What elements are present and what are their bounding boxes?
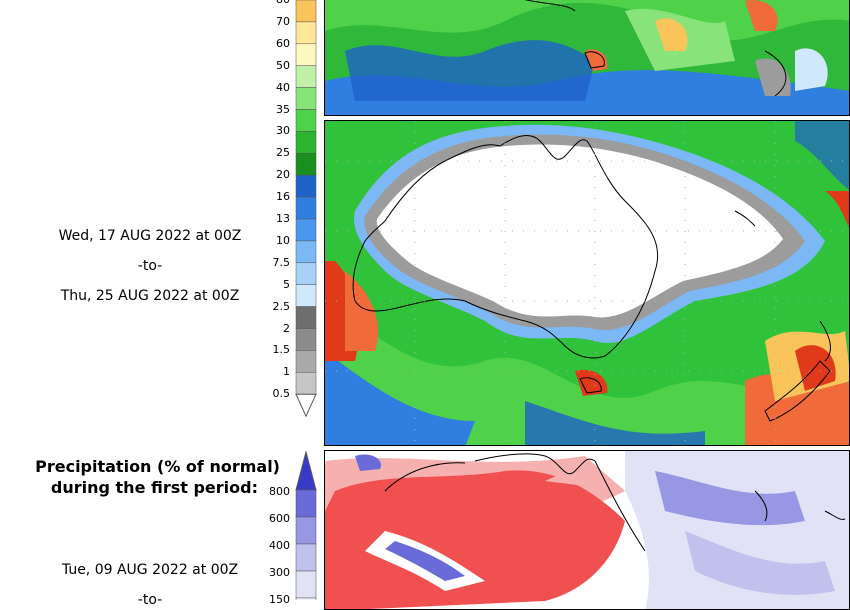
colorbar-segment [295, 43, 317, 66]
period-separator: -to- [137, 258, 163, 274]
colorbar-tick-label: 1.5 [272, 343, 291, 357]
colorbar-segment [295, 489, 317, 518]
period-end-date: Thu, 25 AUG 2022 at 00Z [60, 288, 240, 304]
period-start-date: Wed, 17 AUG 2022 at 00Z [58, 228, 242, 244]
colorbar-segment [295, 65, 317, 88]
colorbar-tick-label: 5 [283, 277, 290, 291]
period-start-date-first: Tue, 09 AUG 2022 at 00Z [61, 562, 239, 578]
colorbar-tick-label: 40 [276, 80, 290, 94]
colorbar-tick-label: 300 [269, 566, 290, 579]
colorbar-segment [295, 350, 317, 373]
colorbar-tick-label: 7.5 [272, 255, 291, 269]
colorbar-min-arrow [295, 393, 317, 418]
section-subtitle: during the first period: [50, 478, 258, 497]
colorbar-tick-label: 80 [250, 0, 290, 5]
colorbar-segment [295, 328, 317, 351]
colorbar-tick-label: 2.5 [272, 299, 291, 313]
colorbar-tick-label: 50 [276, 58, 290, 72]
colorbar-tick-label: 20 [276, 168, 290, 182]
colorbar-tick-label: 35 [276, 102, 290, 116]
period-separator-first: -to- [137, 592, 163, 608]
colorbar-tick-label: 70 [276, 14, 290, 28]
colorbar-segment [295, 597, 317, 600]
forecast-map-previous [324, 0, 850, 116]
rainfall-colorbar [295, 0, 317, 418]
colorbar-segment [295, 372, 317, 395]
colorbar-tick-label: 800 [269, 485, 290, 498]
colorbar-tick-label: 400 [269, 539, 290, 552]
colorbar-tick-label: 1 [283, 365, 290, 379]
colorbar-segment [295, 21, 317, 45]
colorbar-tick-label: 10 [276, 233, 290, 247]
colorbar-segment [295, 196, 317, 220]
colorbar-segment [295, 109, 317, 132]
percent-normal-colorbar [295, 450, 317, 600]
colorbar-tick-label: 13 [276, 212, 290, 225]
colorbar-tick-label: 25 [276, 146, 290, 160]
colorbar-max-arrow [295, 450, 317, 491]
colorbar-tick-label: 2 [283, 321, 290, 335]
forecast-map-rainfall [324, 120, 850, 446]
colorbar-segment [295, 87, 317, 110]
colorbar-tick-label: 16 [276, 190, 290, 204]
colorbar-tick-label: 600 [269, 512, 290, 525]
colorbar-segment [295, 516, 317, 545]
section-title: Precipitation (% of normal) [35, 457, 280, 476]
colorbar-tick-label: 0.5 [272, 387, 291, 401]
colorbar-segment [295, 153, 317, 176]
colorbar-segment [295, 174, 317, 198]
colorbar-tick-label: 30 [276, 124, 290, 138]
colorbar-segment [295, 306, 317, 329]
colorbar-segment [295, 131, 317, 154]
colorbar-tick-label: 60 [276, 36, 290, 50]
percent-normal-map [324, 450, 850, 610]
colorbar-segment [295, 0, 317, 23]
